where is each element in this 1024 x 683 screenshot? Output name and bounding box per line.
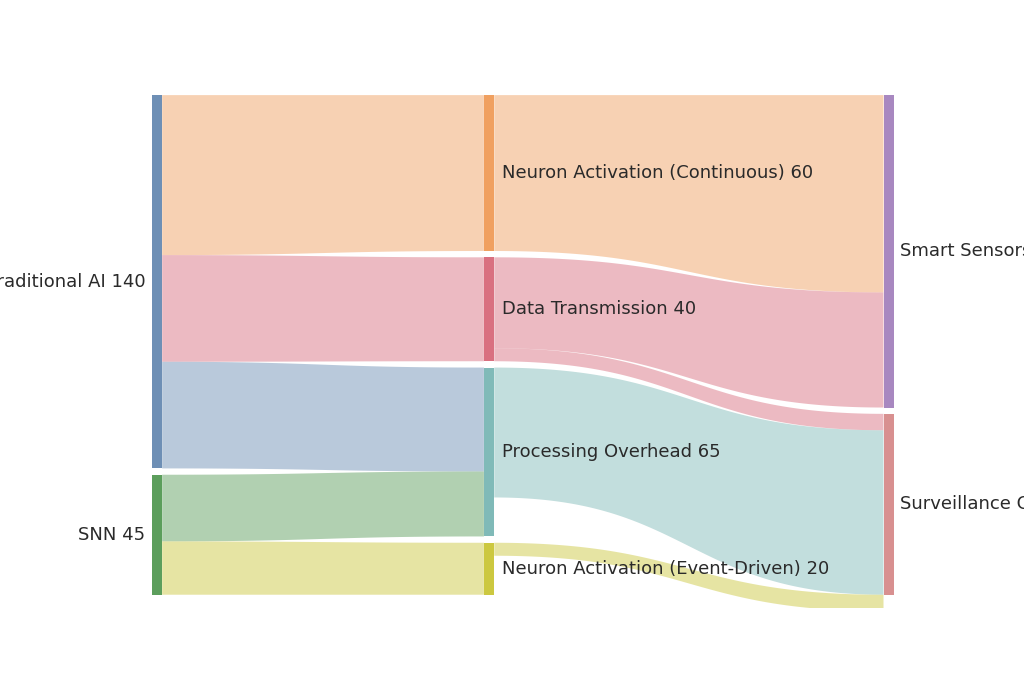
Text: Data Transmission 40: Data Transmission 40 bbox=[502, 301, 696, 318]
Text: Processing Overhead 65: Processing Overhead 65 bbox=[502, 443, 721, 461]
Polygon shape bbox=[162, 255, 484, 362]
Text: Neuron Activation (Event-Driven) 20: Neuron Activation (Event-Driven) 20 bbox=[502, 560, 829, 578]
Polygon shape bbox=[495, 348, 884, 430]
Text: Surveillance Cameras 55: Surveillance Cameras 55 bbox=[900, 495, 1024, 514]
Polygon shape bbox=[495, 257, 884, 408]
Polygon shape bbox=[162, 471, 484, 542]
Text: Traditional AI 140: Traditional AI 140 bbox=[0, 273, 145, 291]
Text: Smart Sensors 95: Smart Sensors 95 bbox=[900, 242, 1024, 260]
Text: Neuron Activation (Continuous) 60: Neuron Activation (Continuous) 60 bbox=[502, 164, 813, 182]
Text: SNN 45: SNN 45 bbox=[78, 526, 145, 544]
Polygon shape bbox=[162, 542, 484, 595]
Polygon shape bbox=[162, 95, 484, 255]
Polygon shape bbox=[162, 362, 484, 471]
Polygon shape bbox=[495, 543, 884, 611]
Polygon shape bbox=[495, 95, 884, 292]
Polygon shape bbox=[495, 367, 884, 595]
